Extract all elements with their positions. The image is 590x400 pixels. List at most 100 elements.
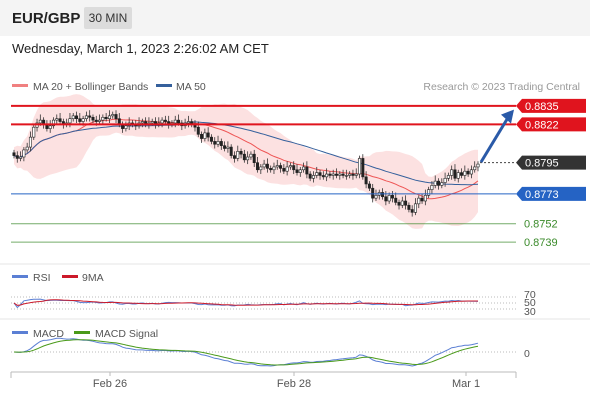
top-bar: EUR/GBP 30 MIN xyxy=(0,0,590,36)
candle xyxy=(124,121,128,132)
legend-rsi-swatch xyxy=(12,275,28,278)
legend-rsi: RSI xyxy=(33,272,51,284)
candle xyxy=(311,171,315,183)
candle xyxy=(364,171,368,189)
candle xyxy=(437,178,441,190)
candle xyxy=(104,113,108,122)
price-levels: 0.8835 0.8822 0.8795 0.8773 0.8752 0.8739 xyxy=(11,98,586,249)
candle xyxy=(55,114,59,125)
candle xyxy=(341,169,345,179)
candle xyxy=(321,171,325,180)
forecast-arrow xyxy=(479,116,510,163)
candle xyxy=(413,198,417,216)
bollinger-band xyxy=(14,94,478,229)
candle xyxy=(420,193,424,204)
candle xyxy=(446,172,450,182)
candle xyxy=(78,113,82,125)
candle xyxy=(91,114,95,123)
rsi-tick-30: 30 xyxy=(524,306,536,318)
candle xyxy=(348,171,352,179)
candle xyxy=(279,162,283,173)
macd-tick-0: 0 xyxy=(524,348,530,360)
candle xyxy=(15,151,19,163)
candle xyxy=(325,168,329,182)
legend-macd-swatch xyxy=(12,331,28,334)
candle xyxy=(249,151,253,160)
candle xyxy=(298,166,302,177)
candle xyxy=(417,195,421,209)
candle xyxy=(216,135,220,148)
macd-signal-line xyxy=(13,339,479,366)
candle xyxy=(295,164,299,176)
candle xyxy=(163,115,167,125)
legend-ma20: MA 20 + Bollinger Bands xyxy=(33,81,148,93)
candle xyxy=(256,157,260,173)
level-label-resistance: 0.8835 xyxy=(525,101,559,113)
rsi-tick-50: 50 xyxy=(524,297,536,309)
x-tick-feb26: Feb 26 xyxy=(93,378,127,390)
candle xyxy=(209,134,213,145)
candle xyxy=(282,164,286,175)
candle xyxy=(269,165,273,173)
candle xyxy=(88,110,92,122)
level-label-support: 0.8773 xyxy=(525,189,559,201)
x-tick-feb28: Feb 28 xyxy=(277,378,311,390)
candle xyxy=(400,196,404,209)
candle xyxy=(371,183,375,203)
candle xyxy=(351,169,355,180)
candle xyxy=(450,165,454,180)
candle xyxy=(288,162,292,170)
candle xyxy=(394,192,398,206)
candle xyxy=(98,114,102,125)
candle xyxy=(328,171,332,179)
candle xyxy=(410,205,414,217)
candle xyxy=(226,141,230,153)
candle xyxy=(466,168,470,177)
candle xyxy=(246,151,250,165)
candle xyxy=(48,120,52,133)
candle xyxy=(111,111,115,119)
candle xyxy=(308,171,312,182)
candle xyxy=(236,145,240,162)
candle xyxy=(433,175,437,189)
candle xyxy=(58,113,62,125)
timeframe-button[interactable]: 30 MIN xyxy=(84,7,132,29)
candle xyxy=(292,161,296,175)
candle xyxy=(407,202,411,213)
candle xyxy=(200,131,204,143)
level-badge-price xyxy=(516,155,586,170)
candle xyxy=(374,189,378,201)
candle xyxy=(302,162,306,173)
price-plot xyxy=(12,94,480,229)
candle xyxy=(397,199,401,210)
candle xyxy=(259,164,263,175)
candle xyxy=(32,124,36,140)
candle xyxy=(390,191,394,203)
legend-ma50: MA 50 xyxy=(176,81,206,93)
candle xyxy=(423,189,427,206)
candle xyxy=(242,149,246,163)
candle xyxy=(265,158,269,173)
legend-ma50-swatch xyxy=(156,84,172,87)
candle xyxy=(223,141,227,152)
candle xyxy=(25,142,29,153)
candle xyxy=(114,110,118,123)
candle xyxy=(440,178,444,189)
ma50-line xyxy=(13,121,479,186)
candle xyxy=(338,171,342,180)
level-badge-resistance xyxy=(516,98,586,113)
legend-9ma-swatch xyxy=(62,275,78,278)
symbol-title: EUR/GBP xyxy=(12,10,81,27)
candle xyxy=(456,169,460,183)
rsi-tick-70: 70 xyxy=(524,289,536,301)
candle xyxy=(367,181,371,192)
rsi-plot xyxy=(11,296,516,310)
candle xyxy=(334,168,338,179)
candle xyxy=(84,111,88,122)
candle xyxy=(51,117,55,129)
candle xyxy=(469,165,473,179)
level-badge-support xyxy=(516,186,586,201)
candle xyxy=(361,154,365,180)
candle xyxy=(318,169,322,180)
